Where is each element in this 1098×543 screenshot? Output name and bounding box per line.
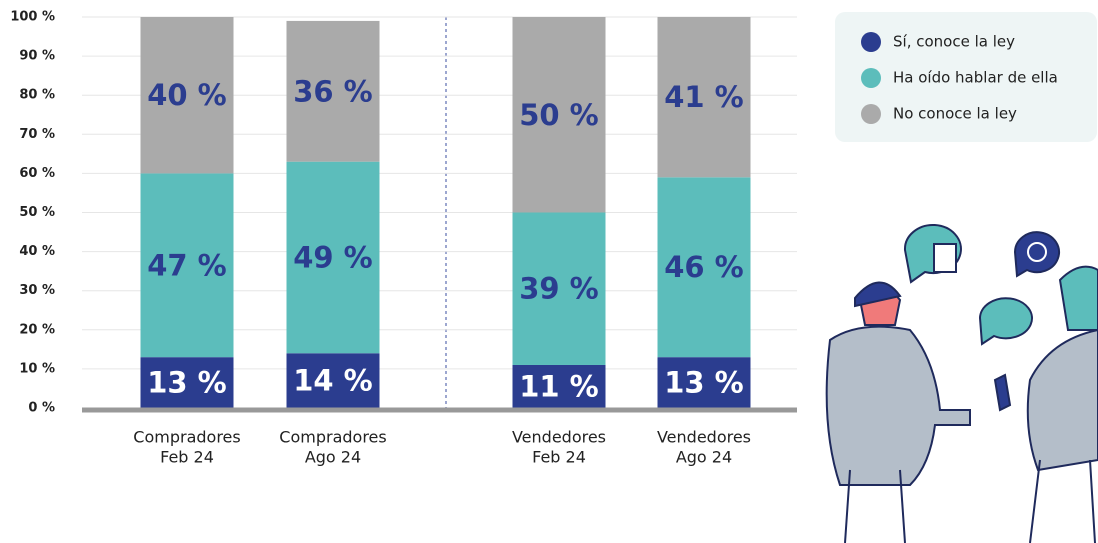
value-label: 39 % <box>519 272 599 306</box>
y-tick-label: 60 % <box>19 166 55 181</box>
value-label: 11 % <box>519 369 599 403</box>
value-label: 13 % <box>147 366 227 400</box>
x-tick-label: Feb 24 <box>532 448 586 467</box>
x-tick-label: Ago 24 <box>676 448 732 467</box>
x-tick-label: Compradores <box>279 428 386 447</box>
value-label: 14 % <box>293 364 373 398</box>
legend-label: Sí, conoce la ley <box>893 33 1015 51</box>
legend-label: Ha oído hablar de ella <box>893 69 1058 87</box>
legend-swatch <box>861 68 881 88</box>
y-tick-label: 10 % <box>19 361 55 376</box>
value-label: 50 % <box>519 98 599 132</box>
y-tick-label: 30 % <box>19 283 55 298</box>
legend-label: No conoce la ley <box>893 105 1017 123</box>
y-tick-label: 0 % <box>28 401 55 416</box>
value-label: 41 % <box>664 80 744 114</box>
chart: 0 % 10 % 20 % 30 % 40 % 50 % 60 % 70 % 80 % 90 % 1… <box>0 0 1098 543</box>
x-tick-label: Compradores <box>133 428 240 447</box>
value-label: 36 % <box>293 74 373 108</box>
x-tick-label: Vendedores <box>657 428 751 447</box>
value-label: 49 % <box>293 240 373 274</box>
x-tick-label: Vendedores <box>512 428 606 447</box>
illustration <box>827 225 1098 543</box>
value-label: 40 % <box>147 78 227 112</box>
y-tick-label: 40 % <box>19 244 55 259</box>
y-tick-label: 90 % <box>19 49 55 64</box>
value-label: 13 % <box>664 366 744 400</box>
y-tick-label: 80 % <box>19 88 55 103</box>
y-tick-label: 100 % <box>10 10 55 25</box>
x-tick-label: Ago 24 <box>305 448 361 467</box>
value-label: 47 % <box>147 248 227 282</box>
y-tick-label: 20 % <box>19 322 55 337</box>
value-label: 46 % <box>664 250 744 284</box>
y-tick-label: 70 % <box>19 127 55 142</box>
x-tick-label: Feb 24 <box>160 448 214 467</box>
legend-swatch <box>861 104 881 124</box>
y-tick-label: 50 % <box>19 205 55 220</box>
legend-swatch <box>861 32 881 52</box>
